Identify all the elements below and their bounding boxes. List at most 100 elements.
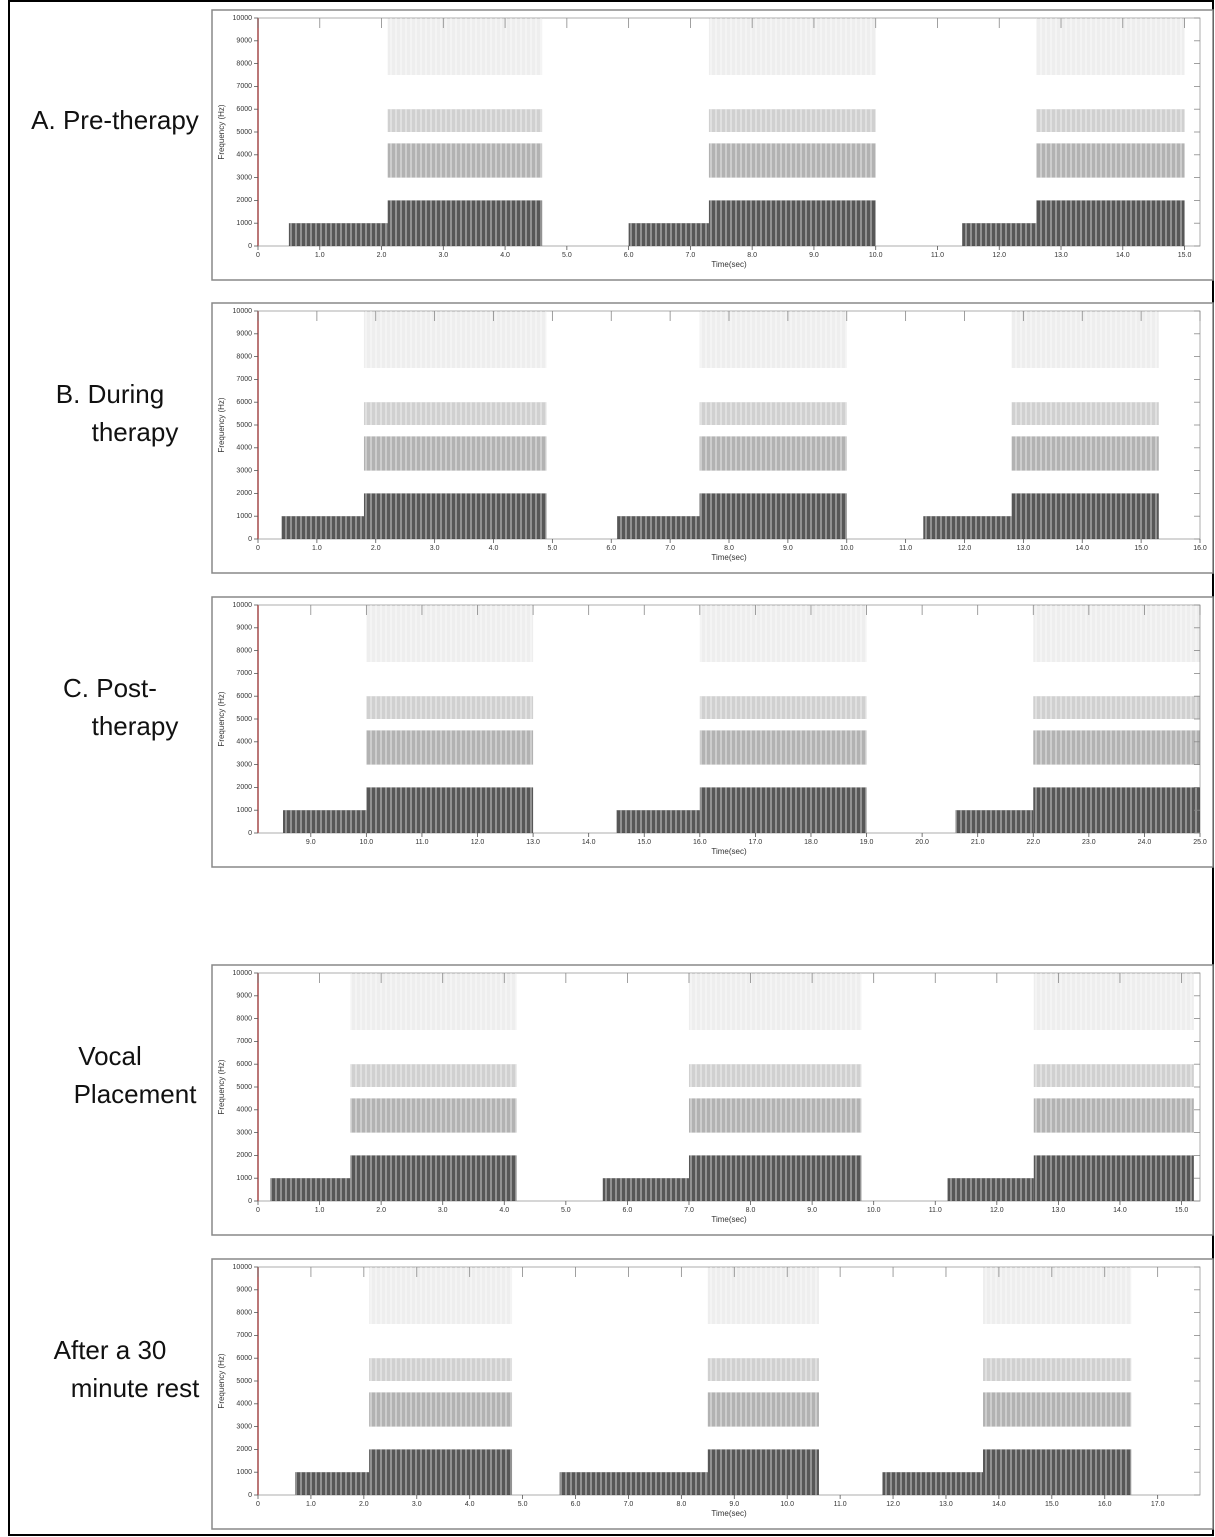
x-tick-label: 12.0 bbox=[471, 839, 485, 846]
x-tick-label: 3.0 bbox=[412, 1501, 422, 1508]
x-tick-label: 14.0 bbox=[1075, 545, 1089, 552]
y-tick-label: 0 bbox=[248, 243, 252, 250]
y-axis-label: Frequency (Hz) bbox=[217, 397, 226, 452]
y-tick-label: 6000 bbox=[236, 106, 252, 113]
striations bbox=[283, 810, 366, 833]
y-tick-label: 10000 bbox=[233, 308, 253, 315]
panel-label: therapy bbox=[92, 711, 179, 741]
x-tick-label: 13.0 bbox=[1054, 252, 1068, 259]
x-tick-label: 17.0 bbox=[1151, 1501, 1165, 1508]
x-axis-label: Time(sec) bbox=[711, 847, 747, 856]
striations bbox=[369, 1267, 512, 1324]
striations bbox=[350, 973, 516, 1030]
striations bbox=[923, 516, 1011, 539]
y-tick-label: 1000 bbox=[236, 220, 252, 227]
y-tick-label: 5000 bbox=[236, 129, 252, 136]
striations bbox=[1036, 200, 1184, 246]
striations bbox=[289, 223, 388, 246]
x-tick-label: 7.0 bbox=[624, 1501, 634, 1508]
x-tick-label: 10.0 bbox=[360, 839, 374, 846]
y-tick-label: 4000 bbox=[236, 739, 252, 746]
y-tick-label: 10000 bbox=[233, 15, 253, 22]
y-tick-label: 0 bbox=[248, 1492, 252, 1499]
y-tick-label: 4000 bbox=[236, 1401, 252, 1408]
y-tick-label: 5000 bbox=[236, 716, 252, 723]
striations bbox=[1033, 696, 1200, 719]
striations bbox=[1033, 730, 1200, 764]
striations bbox=[983, 1267, 1131, 1324]
x-tick-label: 15.0 bbox=[1178, 252, 1192, 259]
y-tick-label: 5000 bbox=[236, 422, 252, 429]
spectrogram-panel: 0100020003000400050006000700080009000100… bbox=[54, 1259, 1213, 1529]
striations bbox=[700, 696, 867, 719]
y-tick-label: 1000 bbox=[236, 807, 252, 814]
x-tick-label: 3.0 bbox=[438, 252, 448, 259]
y-axis-label: Frequency (Hz) bbox=[217, 104, 226, 159]
x-tick-label: 12.0 bbox=[990, 1207, 1004, 1214]
y-tick-label: 6000 bbox=[236, 1355, 252, 1362]
spectrogram-panel: 0100020003000400050006000700080009000100… bbox=[31, 10, 1213, 280]
y-tick-label: 5000 bbox=[236, 1084, 252, 1091]
x-tick-label: 12.0 bbox=[958, 545, 972, 552]
y-tick-label: 3000 bbox=[236, 174, 252, 181]
striations bbox=[709, 18, 876, 75]
spectrogram-panel: 0100020003000400050006000700080009000100… bbox=[74, 965, 1213, 1235]
panel-label: Placement bbox=[74, 1079, 198, 1109]
x-tick-label: 7.0 bbox=[684, 1207, 694, 1214]
y-tick-label: 0 bbox=[248, 536, 252, 543]
y-tick-label: 9000 bbox=[236, 993, 252, 1000]
x-tick-label: 4.0 bbox=[465, 1501, 475, 1508]
x-tick-label: 7.0 bbox=[665, 545, 675, 552]
x-tick-label: 15.0 bbox=[637, 839, 651, 846]
panel-label: C. Post- bbox=[63, 673, 157, 703]
x-tick-label: 9.0 bbox=[807, 1207, 817, 1214]
y-tick-label: 3000 bbox=[236, 467, 252, 474]
striations bbox=[364, 436, 547, 470]
y-tick-label: 10000 bbox=[233, 602, 253, 609]
striations bbox=[369, 1449, 512, 1495]
x-tick-label: 15.0 bbox=[1134, 545, 1148, 552]
x-tick-label: 0 bbox=[256, 1501, 260, 1508]
y-tick-label: 7000 bbox=[236, 670, 252, 677]
striations bbox=[366, 730, 533, 764]
striations bbox=[948, 1178, 1034, 1201]
striations bbox=[616, 810, 699, 833]
y-tick-label: 10000 bbox=[233, 970, 253, 977]
striations bbox=[689, 1155, 861, 1201]
striations bbox=[955, 810, 1033, 833]
x-tick-label: 9.0 bbox=[783, 545, 793, 552]
striations bbox=[388, 18, 542, 75]
striations bbox=[560, 1472, 708, 1495]
y-tick-label: 2000 bbox=[236, 197, 252, 204]
y-tick-label: 8000 bbox=[236, 353, 252, 360]
striations bbox=[1034, 1155, 1194, 1201]
x-tick-label: 10.0 bbox=[867, 1207, 881, 1214]
panel-label: minute rest bbox=[71, 1373, 200, 1403]
x-tick-label: 11.0 bbox=[931, 252, 944, 259]
striations bbox=[1012, 493, 1159, 539]
striations bbox=[388, 200, 542, 246]
striations bbox=[700, 436, 847, 470]
striations bbox=[369, 1358, 512, 1381]
x-tick-label: 19.0 bbox=[860, 839, 874, 846]
x-tick-label: 12.0 bbox=[992, 252, 1006, 259]
x-tick-label: 16.0 bbox=[1193, 545, 1207, 552]
y-tick-label: 1000 bbox=[236, 1175, 252, 1182]
striations bbox=[1012, 436, 1159, 470]
y-tick-label: 9000 bbox=[236, 625, 252, 632]
y-tick-label: 0 bbox=[248, 830, 252, 837]
striations bbox=[282, 516, 364, 539]
striations bbox=[270, 1178, 350, 1201]
x-tick-label: 8.0 bbox=[747, 252, 757, 259]
y-tick-label: 8000 bbox=[236, 1309, 252, 1316]
striations bbox=[1036, 143, 1184, 177]
y-tick-label: 2000 bbox=[236, 490, 252, 497]
x-tick-label: 11.0 bbox=[899, 545, 912, 552]
x-tick-label: 13.0 bbox=[939, 1501, 953, 1508]
x-tick-label: 16.0 bbox=[1098, 1501, 1112, 1508]
x-tick-label: 0 bbox=[256, 545, 260, 552]
striations bbox=[983, 1392, 1131, 1426]
x-tick-label: 11.0 bbox=[929, 1207, 942, 1214]
y-tick-label: 5000 bbox=[236, 1378, 252, 1385]
x-tick-label: 1.0 bbox=[315, 1207, 325, 1214]
